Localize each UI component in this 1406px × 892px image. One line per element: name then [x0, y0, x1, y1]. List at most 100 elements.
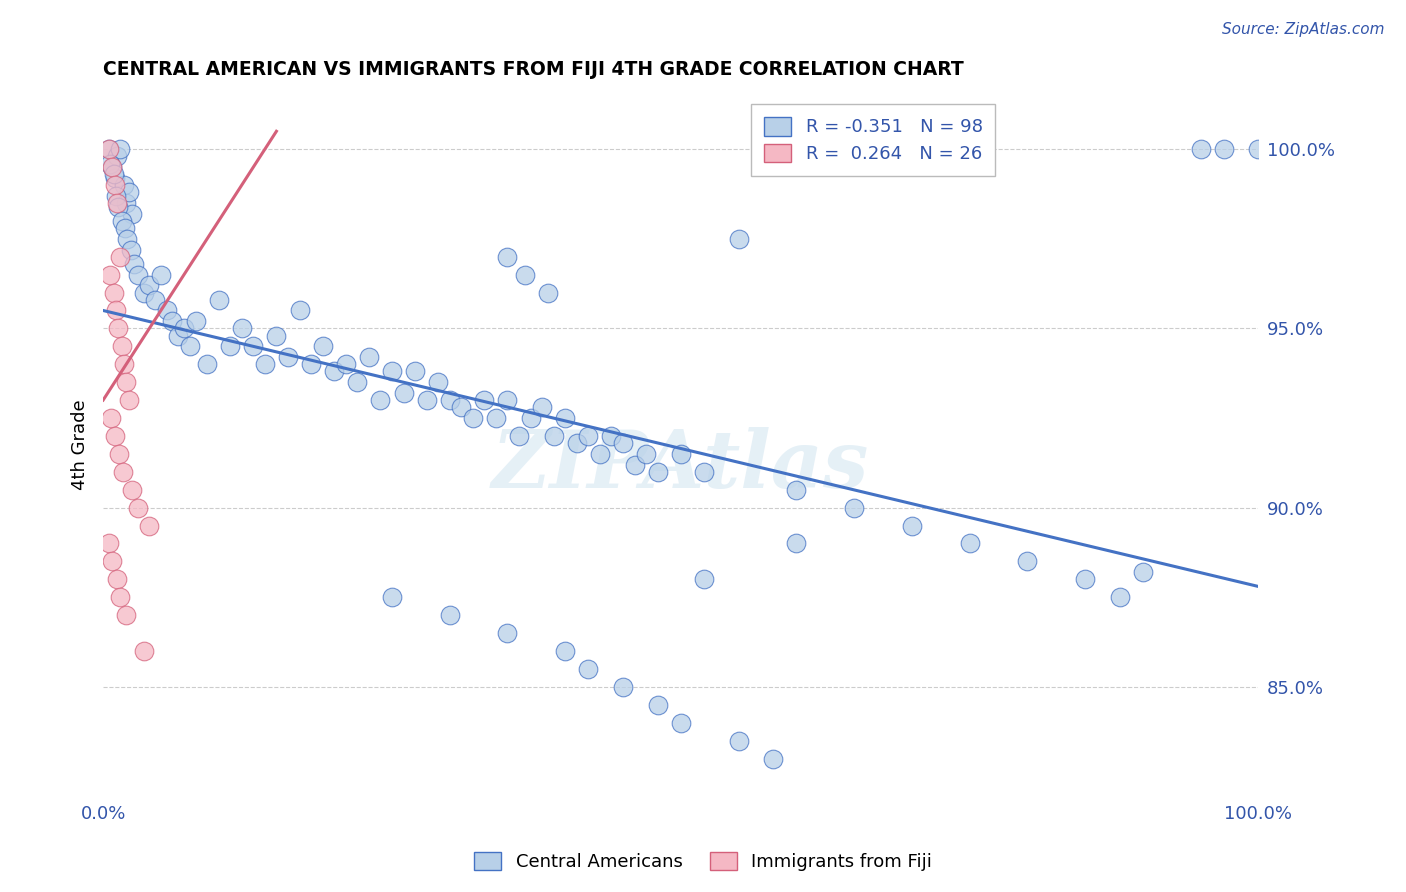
Point [124, 257, 146, 271]
Point [543, 429, 565, 443]
Point [669, 715, 692, 730]
Point [219, 339, 242, 353]
Point [1247, 142, 1270, 156]
Point [127, 500, 149, 515]
Point [97, 142, 120, 156]
Point [156, 303, 179, 318]
Point [104, 170, 127, 185]
Point [138, 518, 160, 533]
Point [1074, 572, 1097, 586]
Point [959, 536, 981, 550]
Text: Source: ZipAtlas.com: Source: ZipAtlas.com [1222, 22, 1385, 37]
Point [231, 321, 253, 335]
Point [508, 429, 530, 443]
Point [439, 608, 461, 623]
Point [132, 644, 155, 658]
Point [576, 429, 599, 443]
Point [381, 364, 404, 378]
Point [117, 185, 139, 199]
Point [381, 591, 404, 605]
Point [110, 214, 132, 228]
Point [1017, 554, 1039, 568]
Point [346, 375, 368, 389]
Point [117, 232, 139, 246]
Point [107, 200, 129, 214]
Point [101, 160, 124, 174]
Point [138, 278, 160, 293]
Point [288, 303, 311, 318]
Point [266, 328, 288, 343]
Text: ZIPAtlas: ZIPAtlas [492, 427, 869, 505]
Point [299, 357, 322, 371]
Point [537, 285, 560, 300]
Point [612, 680, 634, 694]
Point [450, 401, 472, 415]
Point [693, 572, 716, 586]
Point [110, 250, 132, 264]
Text: CENTRAL AMERICAN VS IMMIGRANTS FROM FIJI 4TH GRADE CORRELATION CHART: CENTRAL AMERICAN VS IMMIGRANTS FROM FIJI… [103, 60, 965, 78]
Point [100, 411, 122, 425]
Point [101, 554, 124, 568]
Point [519, 411, 541, 425]
Point [97, 142, 120, 156]
Legend: Central Americans, Immigrants from Fiji: Central Americans, Immigrants from Fiji [467, 845, 939, 879]
Point [513, 268, 536, 282]
Point [323, 364, 346, 378]
Point [184, 314, 207, 328]
Point [589, 447, 612, 461]
Point [253, 357, 276, 371]
Point [110, 591, 132, 605]
Point [474, 393, 496, 408]
Point [669, 447, 692, 461]
Point [167, 328, 190, 343]
Point [242, 339, 264, 353]
Point [121, 483, 143, 497]
Point [179, 339, 201, 353]
Point [623, 458, 645, 472]
Point [311, 339, 333, 353]
Point [335, 357, 357, 371]
Point [901, 518, 924, 533]
Point [115, 375, 138, 389]
Point [208, 293, 231, 307]
Point [115, 196, 138, 211]
Point [404, 364, 426, 378]
Point [531, 401, 554, 415]
Point [392, 386, 415, 401]
Point [108, 447, 131, 461]
Point [842, 500, 865, 515]
Point [357, 350, 380, 364]
Point [415, 393, 437, 408]
Point [612, 436, 634, 450]
Point [370, 393, 392, 408]
Point [496, 393, 519, 408]
Point [439, 393, 461, 408]
Point [120, 243, 142, 257]
Point [107, 321, 129, 335]
Point [762, 751, 785, 765]
Point [105, 572, 128, 586]
Point [785, 536, 807, 550]
Point [105, 196, 128, 211]
Point [101, 160, 124, 174]
Point [110, 142, 132, 156]
Point [727, 232, 749, 246]
Point [195, 357, 218, 371]
Point [105, 149, 128, 163]
Point [162, 314, 184, 328]
Point [496, 250, 519, 264]
Point [104, 429, 127, 443]
Point [277, 350, 299, 364]
Legend: R = -0.351   N = 98, R =  0.264   N = 26: R = -0.351 N = 98, R = 0.264 N = 26 [751, 104, 995, 176]
Point [485, 411, 508, 425]
Point [103, 285, 125, 300]
Point [461, 411, 484, 425]
Point [727, 733, 749, 747]
Point [636, 447, 658, 461]
Point [127, 268, 149, 282]
Point [647, 698, 669, 712]
Point [115, 608, 138, 623]
Point [121, 207, 143, 221]
Point [173, 321, 195, 335]
Point [554, 644, 576, 658]
